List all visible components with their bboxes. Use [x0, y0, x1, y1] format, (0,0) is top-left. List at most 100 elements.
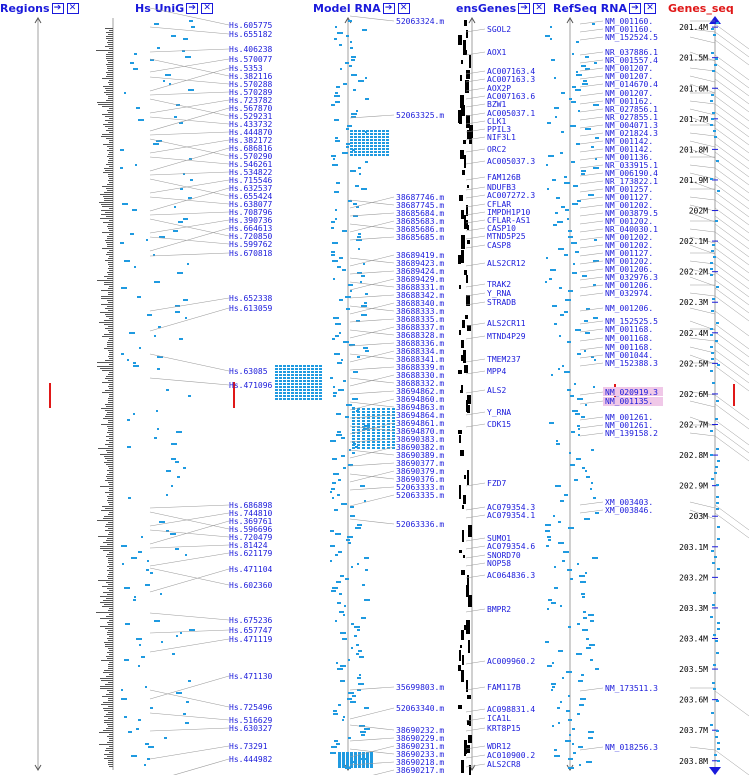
close-modelrna-button[interactable]: ✕ [397, 2, 410, 14]
ruler-label: 201.4M [679, 23, 708, 32]
ens-gene-block [461, 250, 464, 263]
genesseq-feature [711, 28, 714, 30]
modelrna-feature [341, 359, 343, 361]
modelrna-cluster-block [303, 377, 306, 379]
modelrna-feature [330, 530, 334, 532]
density-bar [109, 614, 113, 615]
density-bar [109, 636, 113, 637]
genesseq-connector [714, 512, 749, 539]
refseq-feature [564, 254, 568, 256]
refseq-feature [586, 761, 592, 763]
modelrna-cluster-block [275, 392, 278, 394]
modelrna-feature [361, 314, 367, 316]
modelrna-cluster-block [279, 371, 282, 373]
density-bar [108, 82, 113, 83]
modelrna-cluster-block [366, 151, 369, 153]
unigene-feature [171, 443, 177, 445]
unigene_labels-connector [149, 544, 230, 549]
density-bar [103, 600, 113, 601]
modelrna-feature [339, 332, 341, 334]
unigene-feature [136, 107, 140, 109]
unigene-feature [124, 659, 129, 661]
density-bar [105, 360, 113, 361]
density-bar [107, 156, 113, 157]
unigene_labels-label: Hs.725496 [229, 703, 273, 712]
refseq-feature [560, 314, 564, 316]
refseq_labels-connector [579, 509, 604, 514]
column-title-modelrna[interactable]: Model RNA [313, 1, 381, 15]
density-bar [109, 394, 113, 395]
refseq_labels-label: NM_001160. [605, 25, 653, 34]
modelrna-cluster-block [354, 752, 357, 754]
column-title-unigene[interactable]: Hs UniG [135, 1, 185, 15]
ruler-label: 203.8M [679, 757, 708, 766]
modelrna-cluster-block [358, 764, 361, 766]
column-title-regions[interactable]: Regions [0, 1, 50, 15]
close-ensgenes-button[interactable]: ✕ [533, 2, 546, 14]
close-refseq-button[interactable]: ✕ [644, 2, 656, 14]
unigene_labels-label: Hs.471130 [229, 672, 273, 681]
modelrna-cluster-block [367, 411, 370, 413]
ens_labels-connector [465, 423, 486, 428]
expand-ensgenes-button[interactable]: ➔ [518, 2, 531, 14]
modelrna-cluster-block [299, 398, 302, 400]
refseq-feature [563, 551, 569, 553]
column-title-ensgenes[interactable]: ensGenes [456, 1, 517, 15]
refseq-feature [557, 221, 563, 223]
close-regions-button[interactable]: ✕ [66, 2, 79, 14]
unigene-feature [180, 632, 182, 634]
density-bar [107, 452, 113, 453]
refseq-feature [546, 164, 548, 166]
expand-unigene-button[interactable]: ➔ [186, 2, 199, 14]
column-title-refseq[interactable]: RefSeq RNA [553, 1, 627, 15]
modelrna-cluster-block [366, 142, 369, 144]
density-bar [107, 184, 113, 185]
density-bar [105, 46, 113, 47]
refseq_labels-connector [579, 92, 604, 97]
refseq-feature [593, 104, 599, 106]
expand-modelrna-button[interactable]: ➔ [382, 2, 395, 14]
ens-gene-block [458, 255, 461, 264]
refseq-feature [572, 743, 574, 745]
modelrna-feature [347, 698, 352, 700]
refseq_labels-connector [579, 346, 604, 351]
refseq_labels-connector [579, 244, 604, 249]
modelrna_labels-label: 38694861.m [396, 419, 444, 428]
unigene_labels-label: Hs.73291 [229, 742, 268, 751]
density-bar [108, 288, 113, 289]
genesseq-connector [714, 127, 749, 154]
refseq-feature [560, 500, 564, 502]
modelrna-cluster-block [311, 374, 314, 376]
ens-gene-block [467, 225, 469, 230]
modelrna-cluster-block [283, 371, 286, 373]
modelrna-cluster-block [311, 377, 314, 379]
ens_labels-label: ALS2CR8 [487, 760, 521, 769]
unigene-feature [127, 359, 129, 361]
modelrna-feature [338, 389, 344, 391]
modelrna-feature [348, 464, 353, 466]
ens_labels-connector [465, 292, 486, 297]
genesseq-connector [689, 501, 716, 509]
modelrna-feature [334, 38, 337, 40]
density-bar [102, 586, 113, 587]
unigene_labels-label: Hs.81424 [229, 541, 268, 550]
genesseq-connector [714, 215, 749, 242]
unigene-feature [122, 563, 124, 565]
modelrna_labels-label: 38689429.m [396, 275, 444, 284]
modelrna-cluster-block [387, 447, 390, 449]
expand-refseq-button[interactable]: ➔ [629, 2, 641, 14]
density-bar [108, 402, 113, 403]
refseq_labels-connector [579, 220, 604, 225]
genesseq-feature [717, 760, 720, 762]
expand-regions-button[interactable]: ➔ [51, 2, 64, 14]
modelrna-cluster-block [366, 756, 369, 758]
modelrna-feature [332, 164, 338, 166]
density-bar [97, 362, 113, 363]
modelrna-cluster-block [362, 756, 365, 758]
ens_labels-connector [465, 160, 486, 165]
modelrna-feature [336, 434, 342, 436]
modelrna-cluster-block [362, 444, 365, 446]
close-unigene-button[interactable]: ✕ [201, 2, 214, 14]
column-title-genesseq[interactable]: Genes_seq [668, 1, 734, 15]
refseq-feature [572, 272, 577, 274]
